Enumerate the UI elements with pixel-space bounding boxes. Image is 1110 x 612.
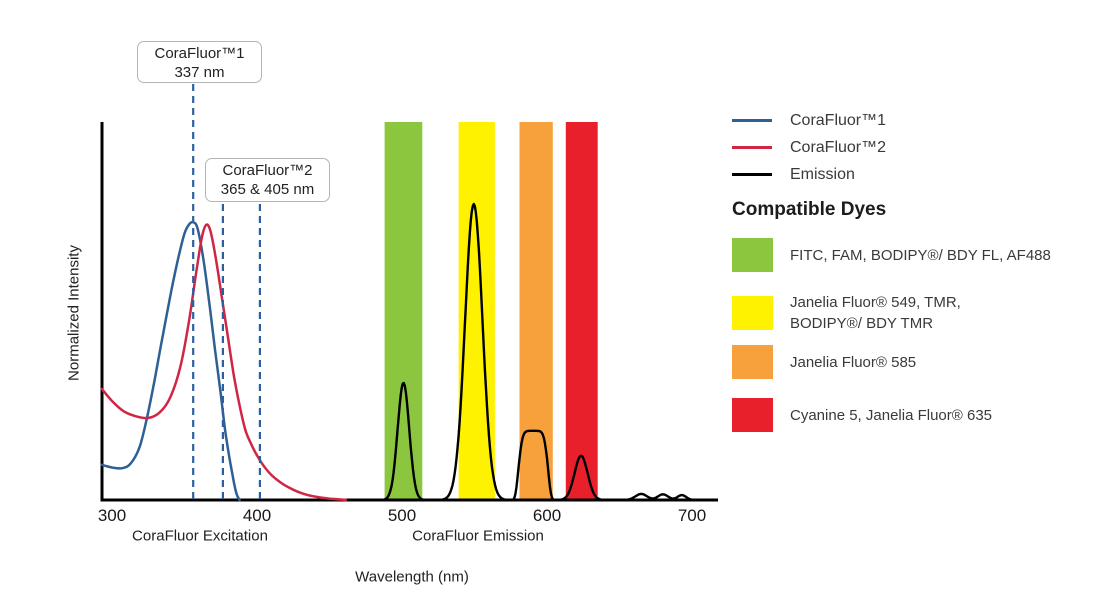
dye-label: Janelia Fluor® 549, TMR, BODIPY®/ BDY TM… bbox=[790, 294, 961, 332]
legend-line-swatch bbox=[732, 119, 772, 122]
legend-item-3: Emission bbox=[732, 161, 886, 188]
excitation-curve-1 bbox=[100, 220, 241, 502]
excitation-curve-2 bbox=[100, 223, 349, 502]
dye-label: FITC, FAM, BODIPY®/ BDY FL, AF488 bbox=[790, 246, 1051, 264]
callout-corafluor2-value: 365 & 405 nm bbox=[220, 181, 315, 198]
legend: CoraFluor™1 CoraFluor™2 Emission bbox=[732, 107, 886, 188]
callout-corafluor1-title: CoraFluor™1 bbox=[154, 45, 245, 62]
dye-color-swatch bbox=[732, 296, 773, 330]
emission-curve bbox=[346, 202, 715, 502]
dye-color-swatch bbox=[732, 345, 773, 379]
legend-line-swatch bbox=[732, 146, 772, 149]
legend-item-label: Emission bbox=[790, 165, 855, 183]
callout-corafluor2: CoraFluor™2 365 & 405 nm bbox=[205, 158, 330, 202]
dye-label: Janelia Fluor® 585 bbox=[790, 353, 917, 371]
emission-caption: CoraFluor Emission bbox=[412, 527, 544, 545]
callout-corafluor1-value: 337 nm bbox=[174, 64, 225, 81]
callout-corafluor1: CoraFluor™1 337 nm bbox=[137, 41, 262, 83]
dye-row-3: Janelia Fluor® 585 bbox=[732, 345, 916, 379]
dye-color-swatch bbox=[732, 238, 773, 272]
filter-band-orange bbox=[519, 122, 553, 500]
y-axis-label: Normalized Intensity bbox=[65, 245, 83, 381]
callout-corafluor2-title: CoraFluor™2 bbox=[222, 162, 313, 179]
dye-color-swatch bbox=[732, 398, 773, 432]
legend-item-label: CoraFluor™2 bbox=[790, 138, 887, 156]
legend-item-1: CoraFluor™1 bbox=[732, 107, 886, 134]
spectra-chart: 300 400 500 600 700 bbox=[98, 84, 718, 525]
x-tick-label: 500 bbox=[388, 506, 416, 525]
dye-label: Cyanine 5, Janelia Fluor® 635 bbox=[790, 406, 993, 424]
filter-band-green bbox=[384, 122, 423, 500]
x-tick-label: 700 bbox=[678, 506, 706, 525]
x-tick-label: 600 bbox=[533, 506, 561, 525]
dye-row-4: Cyanine 5, Janelia Fluor® 635 bbox=[732, 398, 992, 432]
x-tick-label: 400 bbox=[243, 506, 271, 525]
filter-band-red bbox=[565, 122, 598, 500]
dye-row-1: FITC, FAM, BODIPY®/ BDY FL, AF488 bbox=[732, 238, 1051, 272]
excitation-caption: CoraFluor Excitation bbox=[132, 527, 268, 545]
legend-item-label: CoraFluor™1 bbox=[790, 111, 887, 129]
legend-item-2: CoraFluor™2 bbox=[732, 134, 886, 161]
compatible-dyes-heading: Compatible Dyes bbox=[732, 199, 887, 220]
x-tick-label: 300 bbox=[98, 506, 126, 525]
legend-line-swatch bbox=[732, 173, 772, 176]
dye-row-2: Janelia Fluor® 549, TMR, BODIPY®/ BDY TM… bbox=[732, 292, 961, 334]
x-axis-label: Wavelength (nm) bbox=[355, 568, 469, 586]
